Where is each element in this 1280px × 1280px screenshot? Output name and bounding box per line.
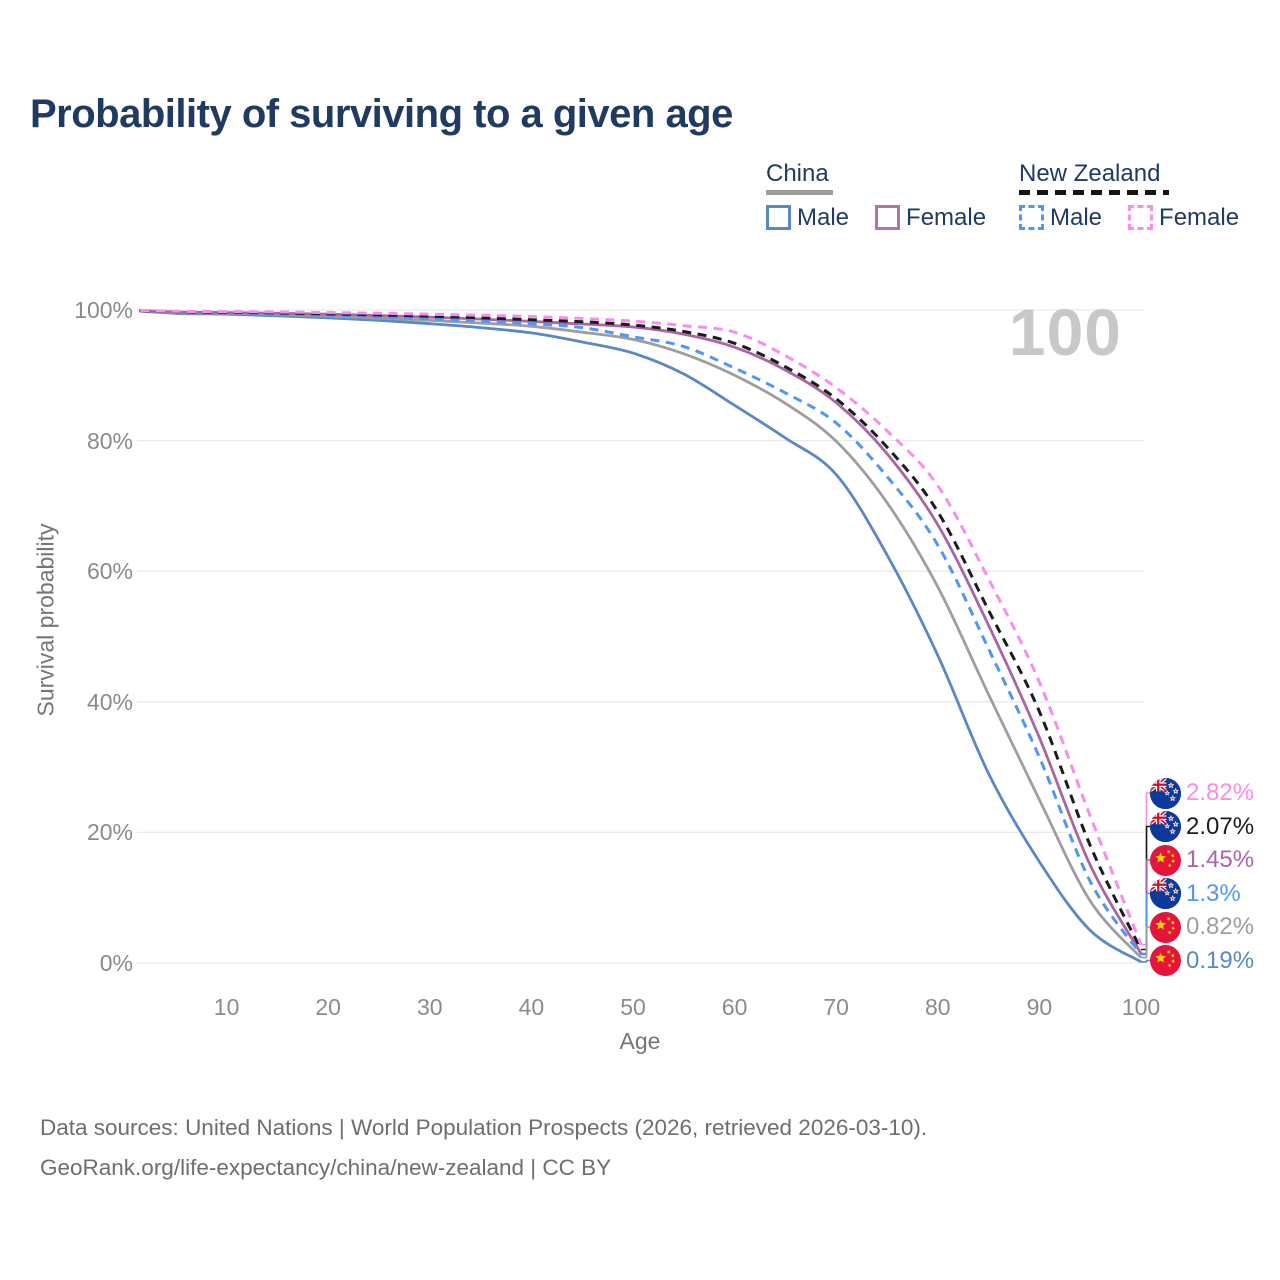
end-value: 1.3% [1186,879,1241,907]
y-tick-label: 20% [86,819,133,846]
x-tick-label: 50 [620,994,646,1020]
y-tick-label: 80% [86,427,133,454]
legend-swatch-nz-female [1128,205,1154,230]
legend-item-nz-male[interactable]: Male [1019,204,1102,232]
x-tick-label: 80 [925,994,951,1020]
connector-china-male [1141,959,1151,963]
end-label-china: 0.82% [1150,911,1254,943]
y-tick-label: 100% [74,297,133,323]
end-value: 2.07% [1186,812,1255,840]
curve-china [139,309,1143,959]
curve-new-zealand-male [139,309,1143,956]
legend-item-label: Male [797,203,850,231]
curve-china-female [139,309,1143,955]
legend-group-title-new-zealand[interactable]: New Zealand [1019,160,1161,187]
legend-item-label: Male [1050,203,1103,231]
age-counter-watermark: 100 [1008,295,1122,369]
china-flag-icon [1150,911,1181,943]
new-zealand-flag-icon [1150,777,1181,809]
end-value: 0.82% [1186,913,1255,940]
x-tick-label: 40 [518,994,545,1020]
end-label-new-zealand: 2.07% [1150,811,1254,843]
source-note-line1: Data sources: United Nations | World Pop… [40,1115,928,1140]
legend-swatch-nz-male [1019,205,1044,230]
source-note: Data sources: United Nations | World Pop… [40,1108,927,1188]
page-title: Probability of surviving to a given age [30,92,733,136]
y-axis-title: Survival probability [32,523,59,717]
x-tick-label: 70 [823,994,849,1020]
end-label-china-male: 0.19% [1150,945,1254,977]
end-value: 1.45% [1186,846,1255,873]
connector-new-zealand-male [1141,892,1151,956]
legend-group-title-china[interactable]: China [766,160,829,187]
survival-curves [139,308,1143,964]
china-flag-icon [1150,945,1181,976]
end-label-connectors [1141,792,1151,963]
end-label-new-zealand-female: 2.82% [1150,777,1254,809]
legend-group-new-zealand: New Zealand Male Female [1019,161,1239,232]
legend-item-nz-female[interactable]: Female [1128,204,1239,232]
new-zealand-flag-icon [1150,878,1181,909]
y-tick-label: 40% [86,688,133,715]
curve-new-zealand-female [139,308,1143,946]
end-label-new-zealand-male: 1.3% [1150,878,1241,910]
legend-swatch-china-male [766,205,791,230]
legend-item-china-female[interactable]: Female [875,204,986,232]
legend-item-label: Female [1159,203,1240,231]
curve-china-male [139,309,1142,964]
y-tick-label: 0% [99,950,133,976]
connector-china [1141,926,1151,959]
curve-new-zealand [139,309,1143,951]
legend-underline-new-zealand-dashed [1019,190,1169,195]
x-tick-label: 30 [417,994,443,1020]
x-tick-label: 60 [721,994,748,1020]
y-tick-label: 60% [86,558,133,585]
source-note-line2: GeoRank.org/life-expectancy/china/new-ze… [40,1155,612,1180]
x-tick-label: 10 [213,994,240,1020]
legend-group-china: China Male Female [766,161,986,232]
legend-item-china-male[interactable]: Male [766,204,849,232]
end-value: 0.19% [1186,946,1255,974]
legend-underline-china-solid [766,190,833,195]
china-flag-icon [1150,844,1181,876]
end-value: 2.82% [1186,779,1255,806]
legend-swatch-china-female [875,205,901,230]
gridlines [137,309,1144,964]
new-zealand-flag-icon [1150,811,1181,842]
x-tick-label: 100 [1121,994,1161,1020]
end-label-china-female: 1.45% [1150,844,1254,876]
x-axis-title: Age [619,1028,661,1054]
legend-item-label: Female [906,203,987,231]
x-tick-label: 20 [315,994,341,1020]
x-tick-label: 90 [1026,994,1053,1020]
